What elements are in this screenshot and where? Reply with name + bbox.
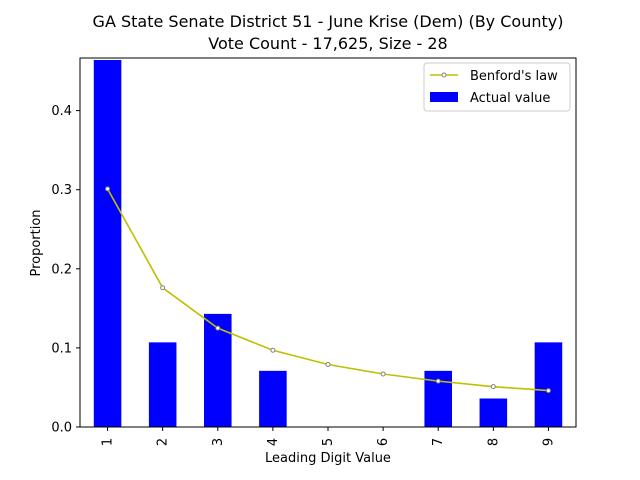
benford-point-2 [160,285,166,291]
benford-point-3 [215,325,221,331]
bar-digit-8 [479,398,508,427]
axes-frame [79,57,577,428]
x-tick-label-2: 2 [156,438,171,446]
bar-digit-2 [148,342,177,427]
chart-title: GA State Senate District 51 - June Krise… [93,12,564,31]
x-tick-label-7: 7 [431,438,446,446]
y-tick-label-0.2: 0.2 [51,262,72,277]
legend-bar-swatch [430,92,458,102]
y-tick-label-0.0: 0.0 [51,421,72,436]
plot-area: 1 2 3 4 5 6 7 8 9 0.0 0.1 0.2 0.3 0.4 [51,59,563,446]
bar-digit-4 [259,370,287,427]
x-tick-label-6: 6 [376,438,391,446]
benford-point-1 [105,186,111,192]
legend-box [423,62,571,112]
x-tick-label-3: 3 [211,438,226,446]
benford-point-4 [270,347,276,353]
benford-point-6 [380,371,386,377]
bar-digit-9 [534,342,563,427]
x-tick-label-1: 1 [101,438,116,446]
y-tick-label-0.3: 0.3 [51,183,72,198]
x-tick-label-5: 5 [321,438,336,446]
bar-digit-3 [204,313,232,427]
x-tick-label-4: 4 [266,438,281,446]
y-tick-label-0.4: 0.4 [51,104,72,119]
legend-marker-swatch [441,72,447,78]
x-tick-label-9: 9 [541,438,556,446]
benford-point-5 [325,362,331,368]
chart-subtitle: Vote Count - 17,625, Size - 28 [208,34,447,53]
bar-digit-1 [93,59,122,427]
x-axis-label: Leading Digit Value [265,451,391,466]
x-tick-label-8: 8 [486,438,501,446]
legend-label-actual: Actual value [470,91,550,106]
legend-label-benford: Benford's law [470,69,558,84]
benford-point-8 [490,384,496,390]
benford-point-9 [545,388,551,394]
y-tick-label-0.1: 0.1 [51,341,72,356]
y-axis-label: Proportion [29,209,44,276]
benford-point-7 [435,378,441,384]
legend: Benford's law Actual value [423,62,571,112]
